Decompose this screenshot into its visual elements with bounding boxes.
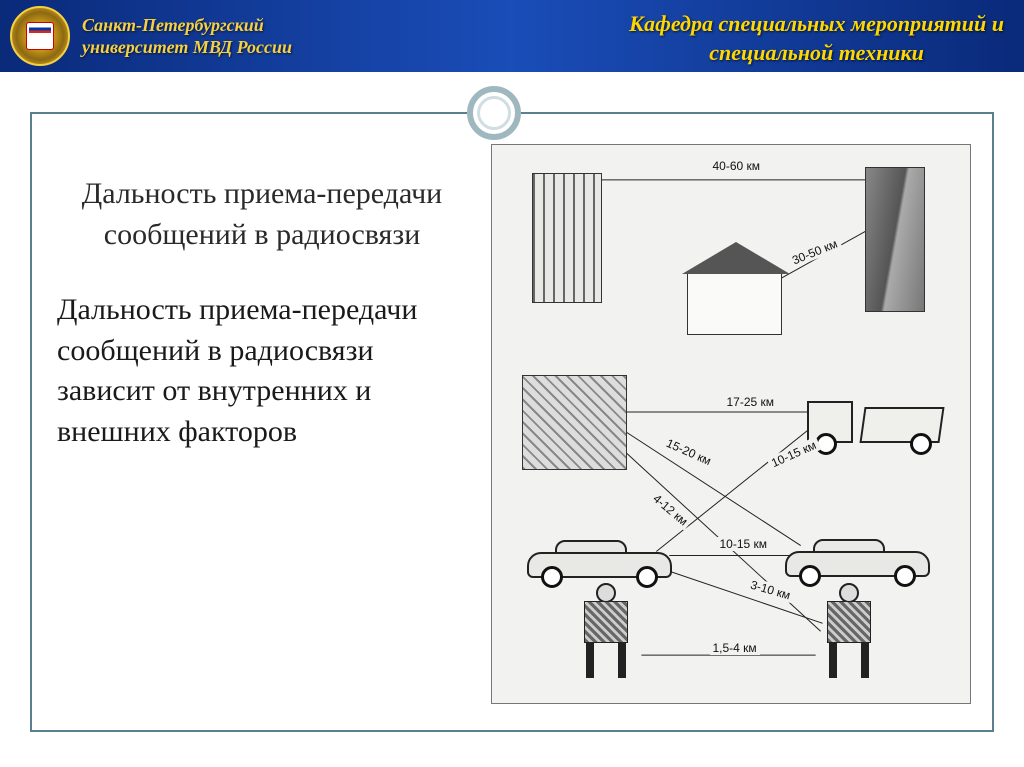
edge-label: 10-15 км xyxy=(717,537,771,551)
slide-body: Дальность приема-передачи сообщений в ра… xyxy=(0,72,1024,767)
edge-label: 15-20 км xyxy=(661,435,716,470)
slide-body-text: Дальность приема-передачи сообщений в ра… xyxy=(57,290,467,452)
diagram-column: 40-60 км 30-50 км 17-25 км 15-20 км 4-12… xyxy=(487,114,992,730)
slide-title: Дальность приема-передачи сообщений в ра… xyxy=(57,174,467,255)
university-emblem xyxy=(10,6,70,66)
content-frame: Дальность приема-передачи сообщений в ра… xyxy=(30,112,994,732)
decorative-ring-icon xyxy=(467,86,521,140)
emblem-shield-icon xyxy=(26,22,54,50)
radio-range-diagram: 40-60 км 30-50 км 17-25 км 15-20 км 4-12… xyxy=(491,144,971,704)
edge-label: 1,5-4 км xyxy=(710,641,760,655)
node-car-left xyxy=(527,540,672,588)
university-line2: университет МВД России xyxy=(82,36,292,59)
node-tower-left xyxy=(532,173,602,303)
dept-line2: специальной техники xyxy=(629,39,1004,68)
node-tower-right xyxy=(865,167,925,312)
edge-label: 17-25 км xyxy=(724,395,778,409)
university-line1: Санкт-Петербургский xyxy=(82,14,292,37)
node-car-right xyxy=(785,535,930,587)
edge-label: 30-50 км xyxy=(787,235,842,268)
department-title: Кафедра специальных мероприятий и специа… xyxy=(629,10,1004,67)
university-name: Санкт-Петербургский университет МВД Росс… xyxy=(82,14,292,59)
node-mid-building xyxy=(522,375,627,470)
node-person-left xyxy=(572,583,642,678)
text-column: Дальность приема-передачи сообщений в ра… xyxy=(32,114,487,730)
edge-label: 4-12 км xyxy=(647,490,692,531)
header-bar: Санкт-Петербургский университет МВД Росс… xyxy=(0,0,1024,72)
node-house xyxy=(687,273,782,335)
node-truck xyxy=(807,385,942,455)
node-person-right xyxy=(815,583,885,678)
edge-label: 40-60 км xyxy=(710,159,764,173)
dept-line1: Кафедра специальных мероприятий и xyxy=(629,10,1004,39)
